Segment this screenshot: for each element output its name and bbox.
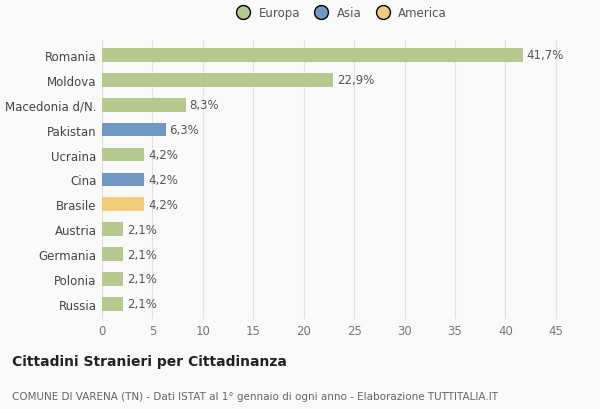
Bar (102, 124, 166, 137)
Bar (102, 198, 145, 211)
Text: 4,2%: 4,2% (148, 198, 178, 211)
Text: Cittadini Stranieri per Cittadinanza: Cittadini Stranieri per Cittadinanza (12, 354, 287, 368)
Bar (102, 173, 145, 187)
Bar (102, 99, 186, 112)
Bar (102, 247, 123, 261)
Bar (102, 297, 123, 311)
Bar (102, 148, 145, 162)
Text: 2,1%: 2,1% (127, 223, 157, 236)
Bar (102, 74, 333, 88)
Legend: Europa, Asia, America: Europa, Asia, America (227, 2, 451, 25)
Text: 8,3%: 8,3% (190, 99, 220, 112)
Text: 2,1%: 2,1% (127, 273, 157, 286)
Bar (102, 223, 123, 236)
Text: 4,2%: 4,2% (148, 173, 178, 187)
Bar (102, 272, 123, 286)
Text: 4,2%: 4,2% (148, 148, 178, 162)
Text: 2,1%: 2,1% (127, 298, 157, 310)
Text: 41,7%: 41,7% (527, 49, 564, 62)
Text: 22,9%: 22,9% (337, 74, 374, 87)
Text: COMUNE DI VARENA (TN) - Dati ISTAT al 1° gennaio di ogni anno - Elaborazione TUT: COMUNE DI VARENA (TN) - Dati ISTAT al 1°… (12, 391, 498, 401)
Text: 6,3%: 6,3% (170, 124, 199, 137)
Text: 2,1%: 2,1% (127, 248, 157, 261)
Bar (102, 49, 523, 63)
